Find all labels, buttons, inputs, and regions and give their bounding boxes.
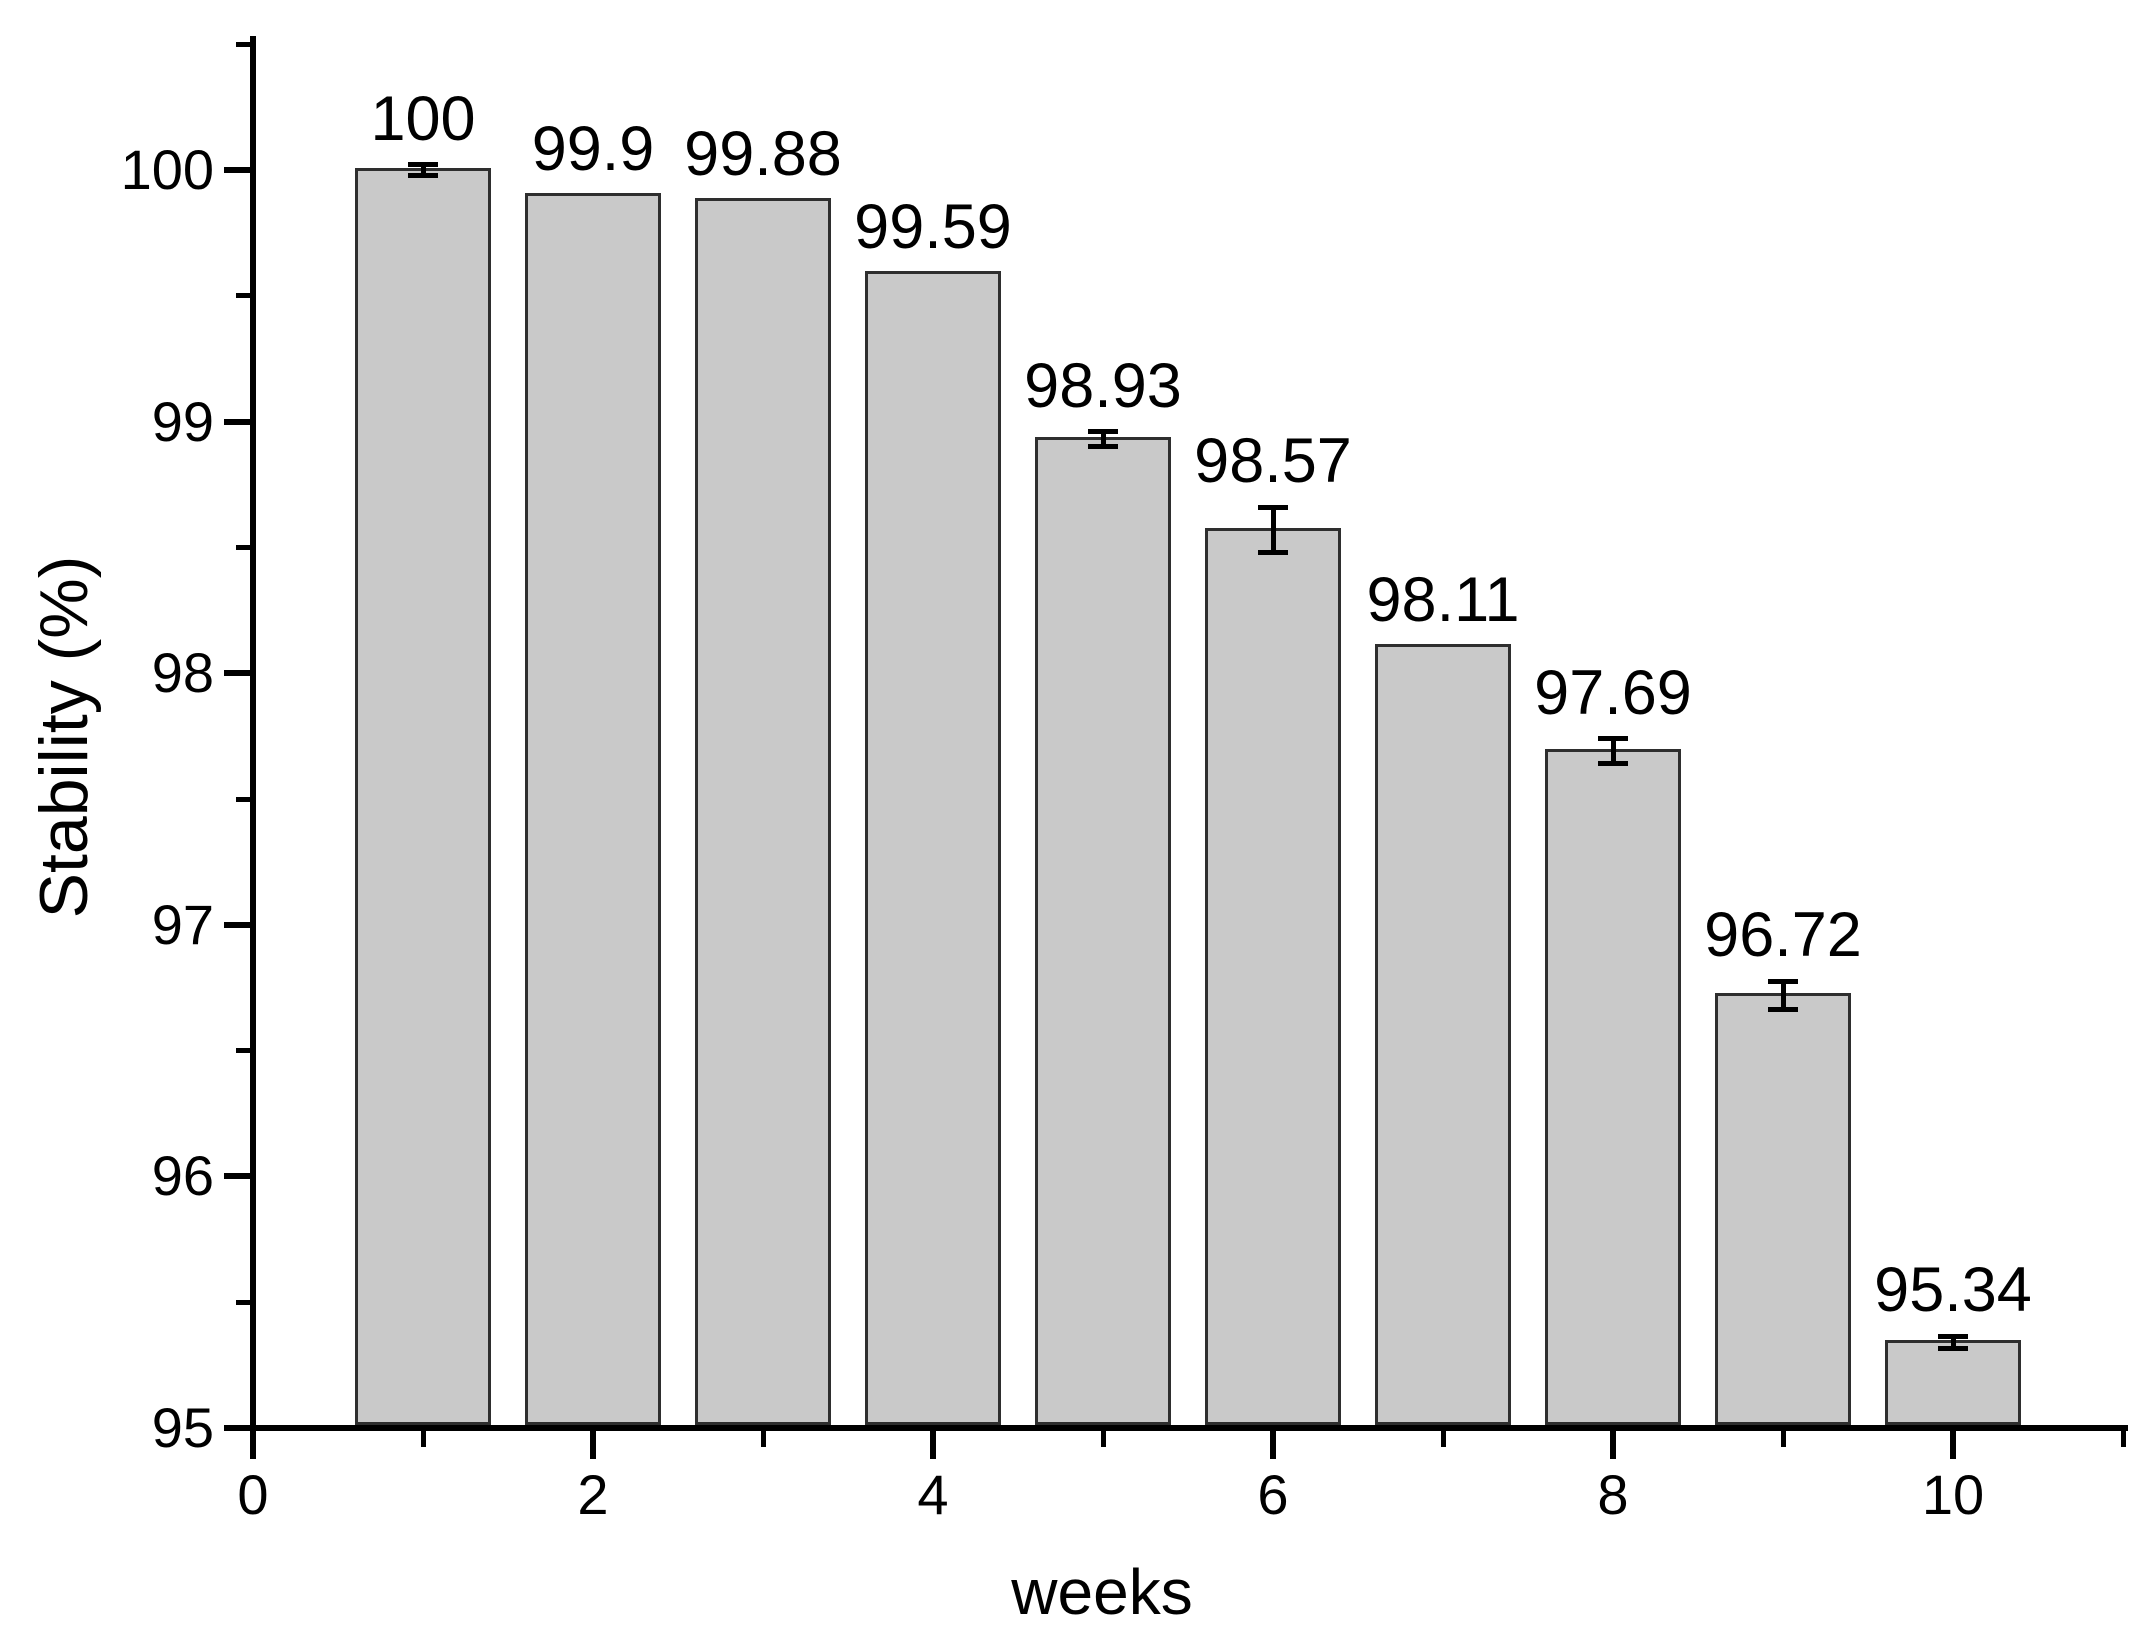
error-bar-whisker [1950,1336,1956,1349]
y-axis-title: Stability (%) [26,555,102,919]
error-bar-whisker [1100,431,1106,447]
bar-week-9 [1715,993,1851,1425]
x-tick-label: 2 [577,1463,609,1526]
y-tick-label: 100 [120,138,214,201]
bar-value-label: 99.88 [684,119,842,190]
x-minor-tick [1100,1431,1106,1447]
y-tick-label: 99 [151,389,214,453]
bar-value-label: 99.59 [854,192,1012,263]
error-bar-cap-bottom [1938,1346,1968,1352]
bar-value-label: 98.93 [1024,350,1182,421]
error-bar-cap-bottom [1258,549,1288,555]
y-minor-tick [236,1299,250,1305]
y-minor-tick [236,796,250,802]
error-bar-cap-bottom [1088,444,1118,450]
x-minor-tick [1780,1431,1786,1447]
bar-week-4 [865,271,1001,1425]
error-bar-cap-top [1938,1333,1968,1339]
bar-week-2 [525,193,661,1425]
error-bar-whisker [1780,981,1786,1010]
y-minor-tick [236,293,250,299]
y-tick-label: 96 [151,1144,214,1208]
x-major-tick [930,1431,936,1459]
bar-value-label: 98.11 [1366,564,1520,635]
bar-value-label: 100 [370,83,476,154]
bar-week-10 [1885,1340,2021,1425]
y-major-tick [224,670,250,677]
error-bar-cap-bottom [1768,1006,1798,1012]
x-minor-tick [1440,1431,1446,1447]
error-bar-whisker [1610,738,1616,764]
error-bar-whisker [1270,507,1276,553]
y-tick-label: 97 [151,892,214,956]
x-major-tick [250,1431,256,1459]
bar-week-8 [1545,749,1681,1425]
x-major-tick [590,1431,596,1459]
error-bar-whisker [420,164,426,176]
x-tick-label: 0 [237,1463,269,1526]
error-bar-cap-top [1258,504,1288,510]
x-major-tick [1270,1431,1276,1459]
x-tick-label: 4 [917,1463,949,1526]
y-minor-tick [236,41,250,47]
bar-value-label: 99.9 [531,114,655,185]
x-tick-label: 8 [1597,1463,1629,1526]
y-minor-tick [236,1048,250,1054]
y-axis [250,36,256,1431]
y-major-tick [224,167,250,173]
bar-week-3 [695,198,831,1425]
bar-week-7 [1375,643,1511,1425]
error-bar-cap-top [1088,429,1118,435]
x-minor-tick [2120,1431,2126,1447]
y-minor-tick [236,544,250,550]
bar-week-5 [1035,437,1171,1425]
error-bar-cap-top [1598,736,1628,742]
bar-value-label: 97.69 [1534,657,1692,728]
y-major-tick [224,921,250,928]
bar-week-6 [1205,527,1341,1425]
y-major-tick [224,418,250,425]
error-bar-cap-top [1768,978,1798,984]
y-major-tick [224,1425,250,1431]
x-minor-tick [760,1431,766,1447]
x-major-tick [1610,1431,1616,1459]
error-bar-cap-bottom [408,172,438,178]
y-tick-label: 95 [151,1396,214,1459]
error-bar-cap-top [408,162,438,168]
bar-week-1 [355,168,491,1425]
x-major-tick [1950,1431,1956,1459]
x-tick-label: 10 [1921,1463,1985,1526]
x-axis [224,1425,2128,1431]
x-tick-label: 6 [1257,1463,1289,1526]
bar-value-label: 95.34 [1874,1255,2032,1326]
y-tick-label: 98 [151,641,214,705]
error-bar-cap-bottom [1598,761,1628,767]
bar-value-label: 98.57 [1194,426,1352,497]
x-minor-tick [420,1431,426,1447]
bar-value-label: 96.72 [1704,900,1862,971]
y-major-tick [224,1173,250,1180]
x-axis-title: weeks [1011,1556,1193,1628]
